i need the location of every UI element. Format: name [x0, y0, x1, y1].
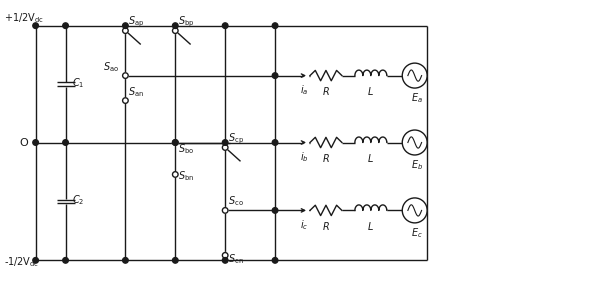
- Circle shape: [272, 207, 278, 213]
- Circle shape: [63, 140, 68, 145]
- Circle shape: [223, 140, 228, 145]
- Text: S$_{\rm co}$: S$_{\rm co}$: [227, 195, 244, 208]
- Circle shape: [172, 140, 178, 145]
- Text: L: L: [368, 222, 374, 232]
- Text: S$_{\rm ao}$: S$_{\rm ao}$: [103, 60, 119, 74]
- Text: L: L: [368, 87, 374, 97]
- Circle shape: [272, 23, 278, 29]
- Text: C$_1$: C$_1$: [71, 76, 84, 90]
- Circle shape: [172, 23, 178, 29]
- Circle shape: [172, 28, 178, 33]
- Text: S$_{\rm bo}$: S$_{\rm bo}$: [178, 143, 194, 157]
- Text: S$_{\rm an}$: S$_{\rm an}$: [128, 85, 144, 99]
- Circle shape: [272, 258, 278, 263]
- Circle shape: [172, 172, 178, 177]
- Text: -1/2V$_{\rm dc}$: -1/2V$_{\rm dc}$: [4, 255, 39, 269]
- Circle shape: [63, 23, 68, 29]
- Circle shape: [223, 145, 228, 150]
- Circle shape: [223, 253, 228, 258]
- Text: R: R: [323, 87, 329, 97]
- Text: E$_b$: E$_b$: [410, 158, 423, 172]
- Text: S$_{\rm cn}$: S$_{\rm cn}$: [227, 253, 244, 266]
- Text: S$_{\rm bn}$: S$_{\rm bn}$: [178, 170, 194, 183]
- Circle shape: [223, 207, 228, 213]
- Text: +1/2V$_{\rm dc}$: +1/2V$_{\rm dc}$: [4, 11, 44, 25]
- Text: O: O: [19, 138, 28, 148]
- Circle shape: [122, 258, 128, 263]
- Text: C$_2$: C$_2$: [71, 194, 84, 207]
- Text: i$_a$: i$_a$: [300, 84, 309, 97]
- Circle shape: [33, 258, 38, 263]
- Text: E$_c$: E$_c$: [411, 226, 422, 240]
- Text: S$_{\rm ap}$: S$_{\rm ap}$: [128, 15, 144, 29]
- Text: i$_c$: i$_c$: [300, 219, 309, 232]
- Circle shape: [63, 258, 68, 263]
- Circle shape: [122, 73, 128, 78]
- Circle shape: [122, 98, 128, 103]
- Text: E$_a$: E$_a$: [411, 91, 423, 105]
- Circle shape: [33, 23, 38, 29]
- Text: R: R: [323, 154, 329, 164]
- Text: L: L: [368, 154, 374, 164]
- Circle shape: [33, 140, 38, 145]
- Circle shape: [223, 258, 228, 263]
- Text: R: R: [323, 222, 329, 232]
- Text: S$_{\rm bp}$: S$_{\rm bp}$: [178, 15, 194, 29]
- Circle shape: [172, 258, 178, 263]
- Circle shape: [122, 28, 128, 33]
- Text: i$_b$: i$_b$: [300, 150, 309, 164]
- Circle shape: [223, 23, 228, 29]
- Text: S$_{\rm cp}$: S$_{\rm cp}$: [227, 132, 244, 146]
- Circle shape: [122, 23, 128, 29]
- Circle shape: [272, 73, 278, 78]
- Circle shape: [272, 140, 278, 145]
- Circle shape: [172, 140, 178, 145]
